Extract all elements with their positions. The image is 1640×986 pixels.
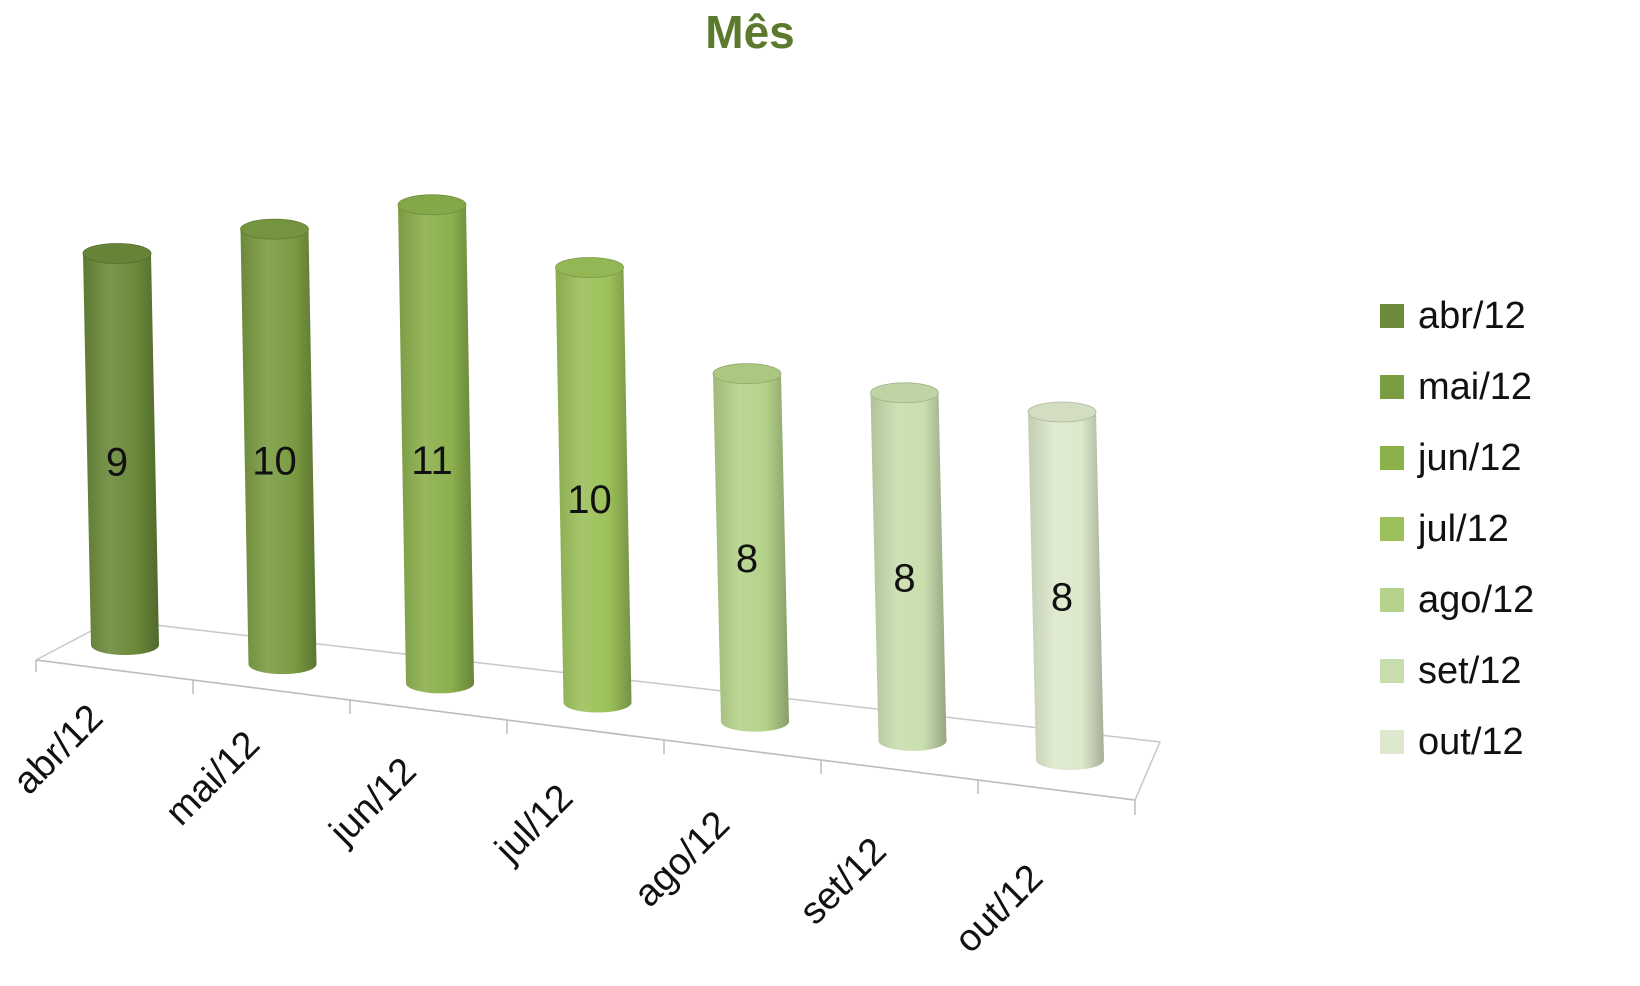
x-tick-label: mai/12 xyxy=(158,723,268,833)
x-tick-label: jul/12 xyxy=(487,777,582,872)
bar-body xyxy=(1028,412,1104,770)
legend-label: ago/12 xyxy=(1418,579,1534,621)
data-label: 8 xyxy=(893,556,915,600)
x-tick-label: ago/12 xyxy=(626,803,738,915)
bar-body xyxy=(240,229,317,675)
legend-swatch xyxy=(1380,730,1404,754)
data-label: 8 xyxy=(1051,575,1073,619)
legend-item: out/12 xyxy=(1380,721,1524,763)
bar-top xyxy=(240,218,309,240)
legend-label: abr/12 xyxy=(1418,295,1526,337)
bar-set-12 xyxy=(870,382,947,751)
bar-body xyxy=(83,253,159,655)
data-label: 10 xyxy=(567,478,612,522)
data-label: 11 xyxy=(411,439,453,483)
x-axis-line xyxy=(35,659,1136,801)
bar-body xyxy=(555,267,632,713)
legend-label: jun/12 xyxy=(1417,437,1522,479)
legend-swatch xyxy=(1380,304,1404,328)
legend-item: jun/12 xyxy=(1380,437,1522,479)
x-tick-label: out/12 xyxy=(947,857,1051,961)
data-label: 9 xyxy=(106,440,128,484)
x-tick-label: set/12 xyxy=(792,830,895,933)
bar-body xyxy=(870,392,947,751)
bar-ago-12 xyxy=(712,363,789,732)
bar-jun-12 xyxy=(397,194,474,694)
bar-out-12 xyxy=(1027,401,1104,770)
bars xyxy=(82,194,1104,770)
bar-body xyxy=(713,373,789,732)
legend-item: ago/12 xyxy=(1380,579,1534,621)
legend-swatch xyxy=(1380,588,1404,612)
legend-label: jul/12 xyxy=(1417,508,1509,550)
bar-top xyxy=(397,194,467,216)
legend-swatch xyxy=(1380,446,1404,470)
legend-swatch xyxy=(1380,517,1404,541)
bar-abr-12 xyxy=(82,243,159,655)
x-tick-label: abr/12 xyxy=(5,697,111,803)
legend-item: jul/12 xyxy=(1380,508,1509,550)
bar-top xyxy=(1027,401,1097,423)
x-tick-label: jun/12 xyxy=(321,750,425,854)
legend-label: out/12 xyxy=(1418,721,1524,763)
legend-item: abr/12 xyxy=(1380,295,1526,337)
data-label: 8 xyxy=(736,537,758,581)
legend-swatch xyxy=(1380,659,1404,683)
data-labels: 9 10 11 10 8 8 8 xyxy=(106,439,1073,620)
bar-top xyxy=(555,257,624,278)
legend-item: mai/12 xyxy=(1380,366,1532,408)
legend-item: set/12 xyxy=(1380,650,1522,692)
bar-mai-12 xyxy=(240,218,317,675)
legend: abr/12 mai/12 jun/12 jul/12 ago/12 set/12 out/… xyxy=(1380,295,1534,763)
legend-label: set/12 xyxy=(1418,650,1522,692)
legend-swatch xyxy=(1380,375,1404,399)
data-label: 10 xyxy=(252,440,297,484)
legend-label: mai/12 xyxy=(1418,366,1532,408)
bar-top xyxy=(870,382,939,404)
chart-title: Mês xyxy=(705,6,794,58)
bar-top xyxy=(712,363,782,385)
bar-body xyxy=(398,204,474,694)
bar-jul-12 xyxy=(555,257,632,713)
bar-top xyxy=(82,243,152,264)
chart-floor xyxy=(35,619,1162,815)
